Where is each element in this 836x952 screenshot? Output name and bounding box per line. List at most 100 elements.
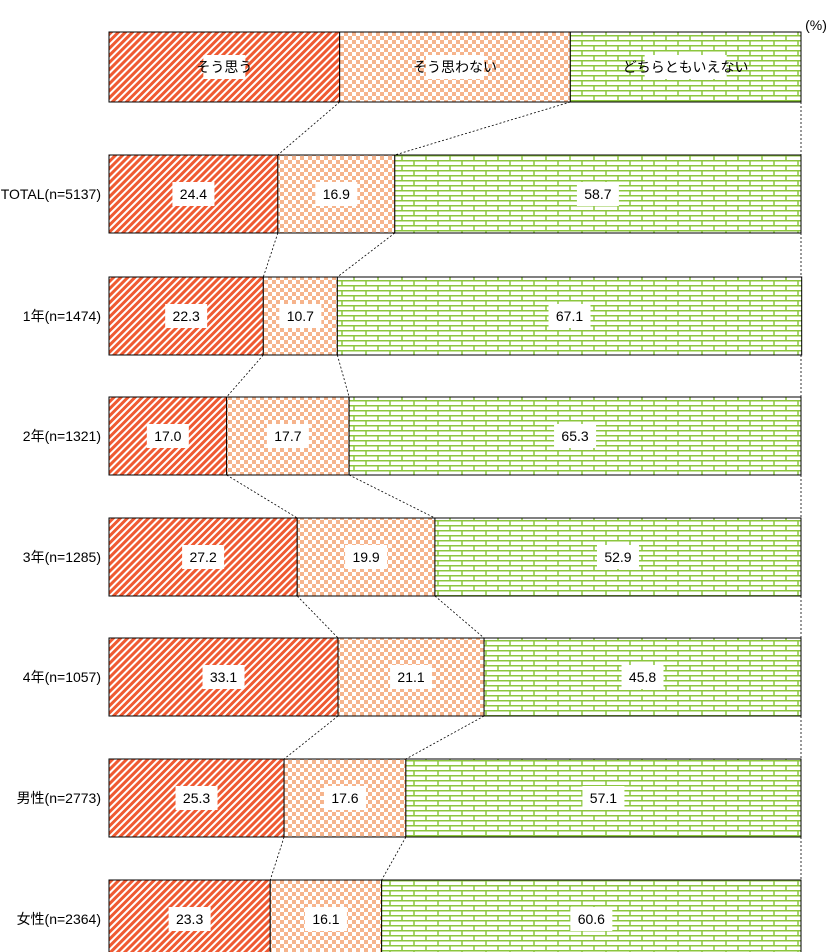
connector-line (226, 354, 264, 398)
data-label-series-1: 24.4 (172, 182, 215, 206)
connector-line (262, 232, 279, 278)
data-label-series-1-bg (202, 665, 245, 689)
data-label-series-1-bg (172, 182, 215, 206)
data-label-series-2-text: 10.7 (287, 308, 314, 324)
unit-label: (%) (805, 17, 827, 33)
data-label-series-1: 23.3 (168, 907, 211, 931)
connector-line (296, 595, 339, 639)
data-label-series-2: 16.9 (315, 182, 358, 206)
data-label-series-2-text: 16.1 (312, 911, 339, 927)
data-label-series-1-text: 27.2 (189, 549, 216, 565)
category-label: 女性(n=2364) (17, 911, 101, 927)
data-label-series-1-bg (146, 424, 189, 448)
data-label-series-1: 17.0 (146, 424, 189, 448)
data-label-series-3: 67.1 (548, 304, 591, 328)
data-label-series-3-bg (554, 424, 597, 448)
legend-label-series-2-bg (426, 55, 484, 79)
data-label-series-2-bg (390, 665, 433, 689)
legend: そう思う そう思わない どちらともいえない (108, 31, 802, 103)
data-label-series-1: 27.2 (182, 545, 225, 569)
bar-row: 24.4 16.9 58.7 (108, 154, 802, 234)
data-label-series-1-bg (165, 304, 208, 328)
data-label-series-3: 57.1 (582, 786, 625, 810)
data-label-series-2: 21.1 (390, 665, 433, 689)
connector-lines (226, 101, 802, 881)
bar-row: 25.3 17.6 57.1 (108, 758, 802, 838)
bar-row: 27.2 19.9 52.9 (108, 517, 802, 597)
connector-line (381, 836, 407, 881)
data-label-series-2: 17.7 (266, 424, 309, 448)
legend-label-series-3-text: どちらともいえない (623, 59, 749, 75)
category-label: 2年(n=1321) (23, 428, 101, 444)
bar-row: 23.3 16.1 60.6 (108, 879, 802, 952)
data-label-series-3-text: 57.1 (590, 790, 617, 806)
data-label-series-1-text: 22.3 (173, 308, 200, 324)
data-label-series-2-bg (279, 304, 322, 328)
data-label-series-3-text: 67.1 (556, 308, 583, 324)
category-label: 3年(n=1285) (23, 549, 101, 565)
data-label-series-2: 19.9 (345, 545, 388, 569)
data-label-series-2: 10.7 (279, 304, 322, 328)
data-label-series-3-bg (576, 182, 619, 206)
data-label-series-3-bg (582, 786, 625, 810)
data-label-series-2-text: 17.6 (331, 790, 358, 806)
data-label-series-1-bg (175, 786, 218, 810)
category-label: 1年(n=1474) (23, 308, 101, 324)
data-label-series-3-bg (548, 304, 591, 328)
legend-label-series-1: そう思う (196, 55, 252, 79)
category-label: 4年(n=1057) (23, 669, 101, 685)
bar-row: 33.1 21.1 45.8 (108, 637, 802, 717)
data-label-series-3-text: 60.6 (578, 911, 605, 927)
data-label-series-1-bg (182, 545, 225, 569)
category-labels: TOTAL(n=5137) 1年(n=1474) 2年(n=1321) 3年(n=12… (1, 186, 101, 927)
data-label-series-2-text: 19.9 (352, 549, 379, 565)
connector-line (277, 101, 340, 156)
data-label-series-2-text: 16.9 (323, 186, 350, 202)
data-label-series-1-text: 33.1 (210, 669, 237, 685)
legend-label-series-1-bg (203, 55, 246, 79)
data-label-series-1-text: 25.3 (183, 790, 210, 806)
data-label-series-3-text: 45.8 (629, 669, 656, 685)
data-label-series-2-text: 17.7 (274, 428, 301, 444)
connector-line (269, 836, 285, 881)
bar-row: 22.3 10.7 67.1 (108, 276, 803, 356)
data-label-series-1: 25.3 (175, 786, 218, 810)
data-label-series-3: 60.6 (570, 907, 613, 931)
bar-row: 17.0 17.7 65.3 (108, 396, 802, 476)
data-label-series-3: 65.3 (554, 424, 597, 448)
data-label-series-1: 22.3 (165, 304, 208, 328)
legend-label-series-2: そう思わない (413, 55, 497, 79)
data-label-series-2: 17.6 (323, 786, 366, 810)
data-label-series-3-bg (570, 907, 613, 931)
data-label-series-1: 33.1 (202, 665, 245, 689)
category-label: 男性(n=2773) (17, 790, 101, 806)
data-label-series-2-text: 21.1 (397, 669, 424, 685)
data-label-series-3: 52.9 (596, 545, 639, 569)
data-label-series-3-text: 65.3 (561, 428, 588, 444)
connector-line (394, 101, 571, 156)
data-label-series-1-text: 24.4 (180, 186, 207, 202)
legend-label-series-3: どちらともいえない (623, 55, 749, 79)
category-label: TOTAL(n=5137) (1, 186, 101, 202)
data-label-series-2-bg (304, 907, 347, 931)
data-label-series-3-text: 52.9 (604, 549, 631, 565)
connector-line (337, 232, 396, 278)
legend-label-series-2-text: そう思わない (413, 59, 497, 75)
connector-line (283, 715, 339, 760)
data-label-series-3: 58.7 (576, 182, 619, 206)
data-label-series-2-bg (345, 545, 388, 569)
connector-line (405, 715, 485, 760)
data-label-series-3: 45.8 (621, 665, 664, 689)
data-label-series-2-bg (315, 182, 358, 206)
data-label-series-2-bg (266, 424, 309, 448)
legend-label-series-3-bg (644, 55, 727, 79)
data-label-series-2-bg (323, 786, 366, 810)
connector-line (336, 354, 350, 398)
data-label-series-3-text: 58.7 (584, 186, 611, 202)
data-label-series-3-bg (621, 665, 664, 689)
connector-line (226, 474, 298, 519)
data-label-series-3-bg (596, 545, 639, 569)
data-label-series-1-bg (168, 907, 211, 931)
legend-label-series-1-text: そう思う (196, 59, 252, 75)
